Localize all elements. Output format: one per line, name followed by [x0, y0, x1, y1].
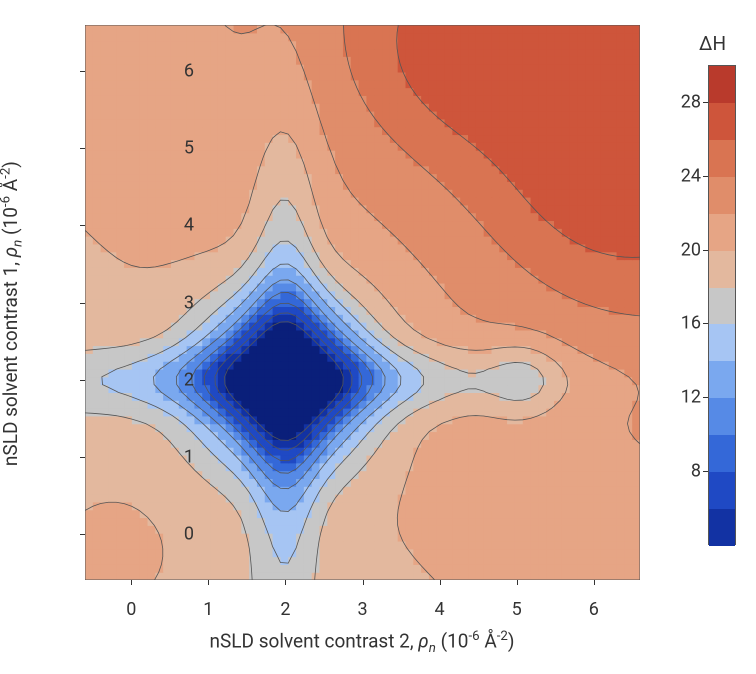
colorbar-tick-mark [703, 250, 708, 251]
colorbar-segment [709, 435, 735, 472]
x-tick-label: 4 [435, 599, 445, 620]
colorbar-tick-label: 16 [681, 313, 701, 334]
y-tick-mark [80, 71, 85, 72]
y-tick-label: 0 [166, 523, 194, 544]
y-tick-mark [80, 225, 85, 226]
colorbar-segment [709, 472, 735, 509]
x-axis-label: nSLD solvent contrast 2, ρn (10-6 Å-2) [210, 629, 515, 656]
x-tick-mark [440, 580, 441, 585]
x-tick-label: 3 [357, 599, 367, 620]
y-tick-mark [80, 534, 85, 535]
colorbar-tick-label: 12 [681, 387, 701, 408]
y-tick-mark [80, 457, 85, 458]
colorbar-tick-mark [703, 471, 708, 472]
colorbar-title: ΔH [699, 32, 726, 55]
x-tick-label: 2 [280, 599, 290, 620]
colorbar-segment [709, 361, 735, 398]
y-tick-label: 5 [166, 138, 194, 159]
colorbar-tick-mark [703, 176, 708, 177]
y-tick-label: 1 [166, 446, 194, 467]
colorbar-segment [709, 398, 735, 435]
y-tick-mark [80, 380, 85, 381]
x-tick-mark [363, 580, 364, 585]
colorbar-segment [709, 103, 735, 140]
colorbar-segment [709, 177, 735, 214]
contour-chart: nSLD solvent contrast 1, ρn (10-6 Å-2) n… [0, 0, 756, 674]
x-tick-mark [594, 580, 595, 585]
colorbar-tick-mark [703, 397, 708, 398]
x-tick-label: 1 [203, 599, 213, 620]
x-tick-label: 6 [589, 599, 599, 620]
colorbar-segment [709, 251, 735, 288]
y-tick-label: 4 [166, 215, 194, 236]
colorbar-tick-mark [703, 102, 708, 103]
y-tick-mark [80, 303, 85, 304]
colorbar-tick-label: 8 [691, 461, 701, 482]
x-tick-mark [131, 580, 132, 585]
colorbar-tick-label: 24 [681, 165, 701, 186]
colorbar-segment [709, 288, 735, 325]
y-tick-label: 3 [166, 292, 194, 313]
x-tick-label: 5 [512, 599, 522, 620]
colorbar-segment [709, 66, 735, 103]
colorbar [708, 65, 736, 545]
colorbar-tick-label: 28 [681, 91, 701, 112]
y-tick-label: 2 [166, 369, 194, 390]
colorbar-tick-label: 20 [681, 239, 701, 260]
y-tick-mark [80, 148, 85, 149]
y-axis-label: nSLD solvent contrast 1, ρn (10-6 Å-2) [0, 161, 26, 466]
colorbar-tick-mark [703, 323, 708, 324]
x-tick-mark [285, 580, 286, 585]
y-tick-label: 6 [166, 61, 194, 82]
colorbar-segment [709, 509, 735, 546]
colorbar-segment [709, 214, 735, 251]
colorbar-segment [709, 324, 735, 361]
x-tick-label: 0 [126, 599, 136, 620]
x-tick-mark [517, 580, 518, 585]
colorbar-segment [709, 140, 735, 177]
x-tick-mark [208, 580, 209, 585]
